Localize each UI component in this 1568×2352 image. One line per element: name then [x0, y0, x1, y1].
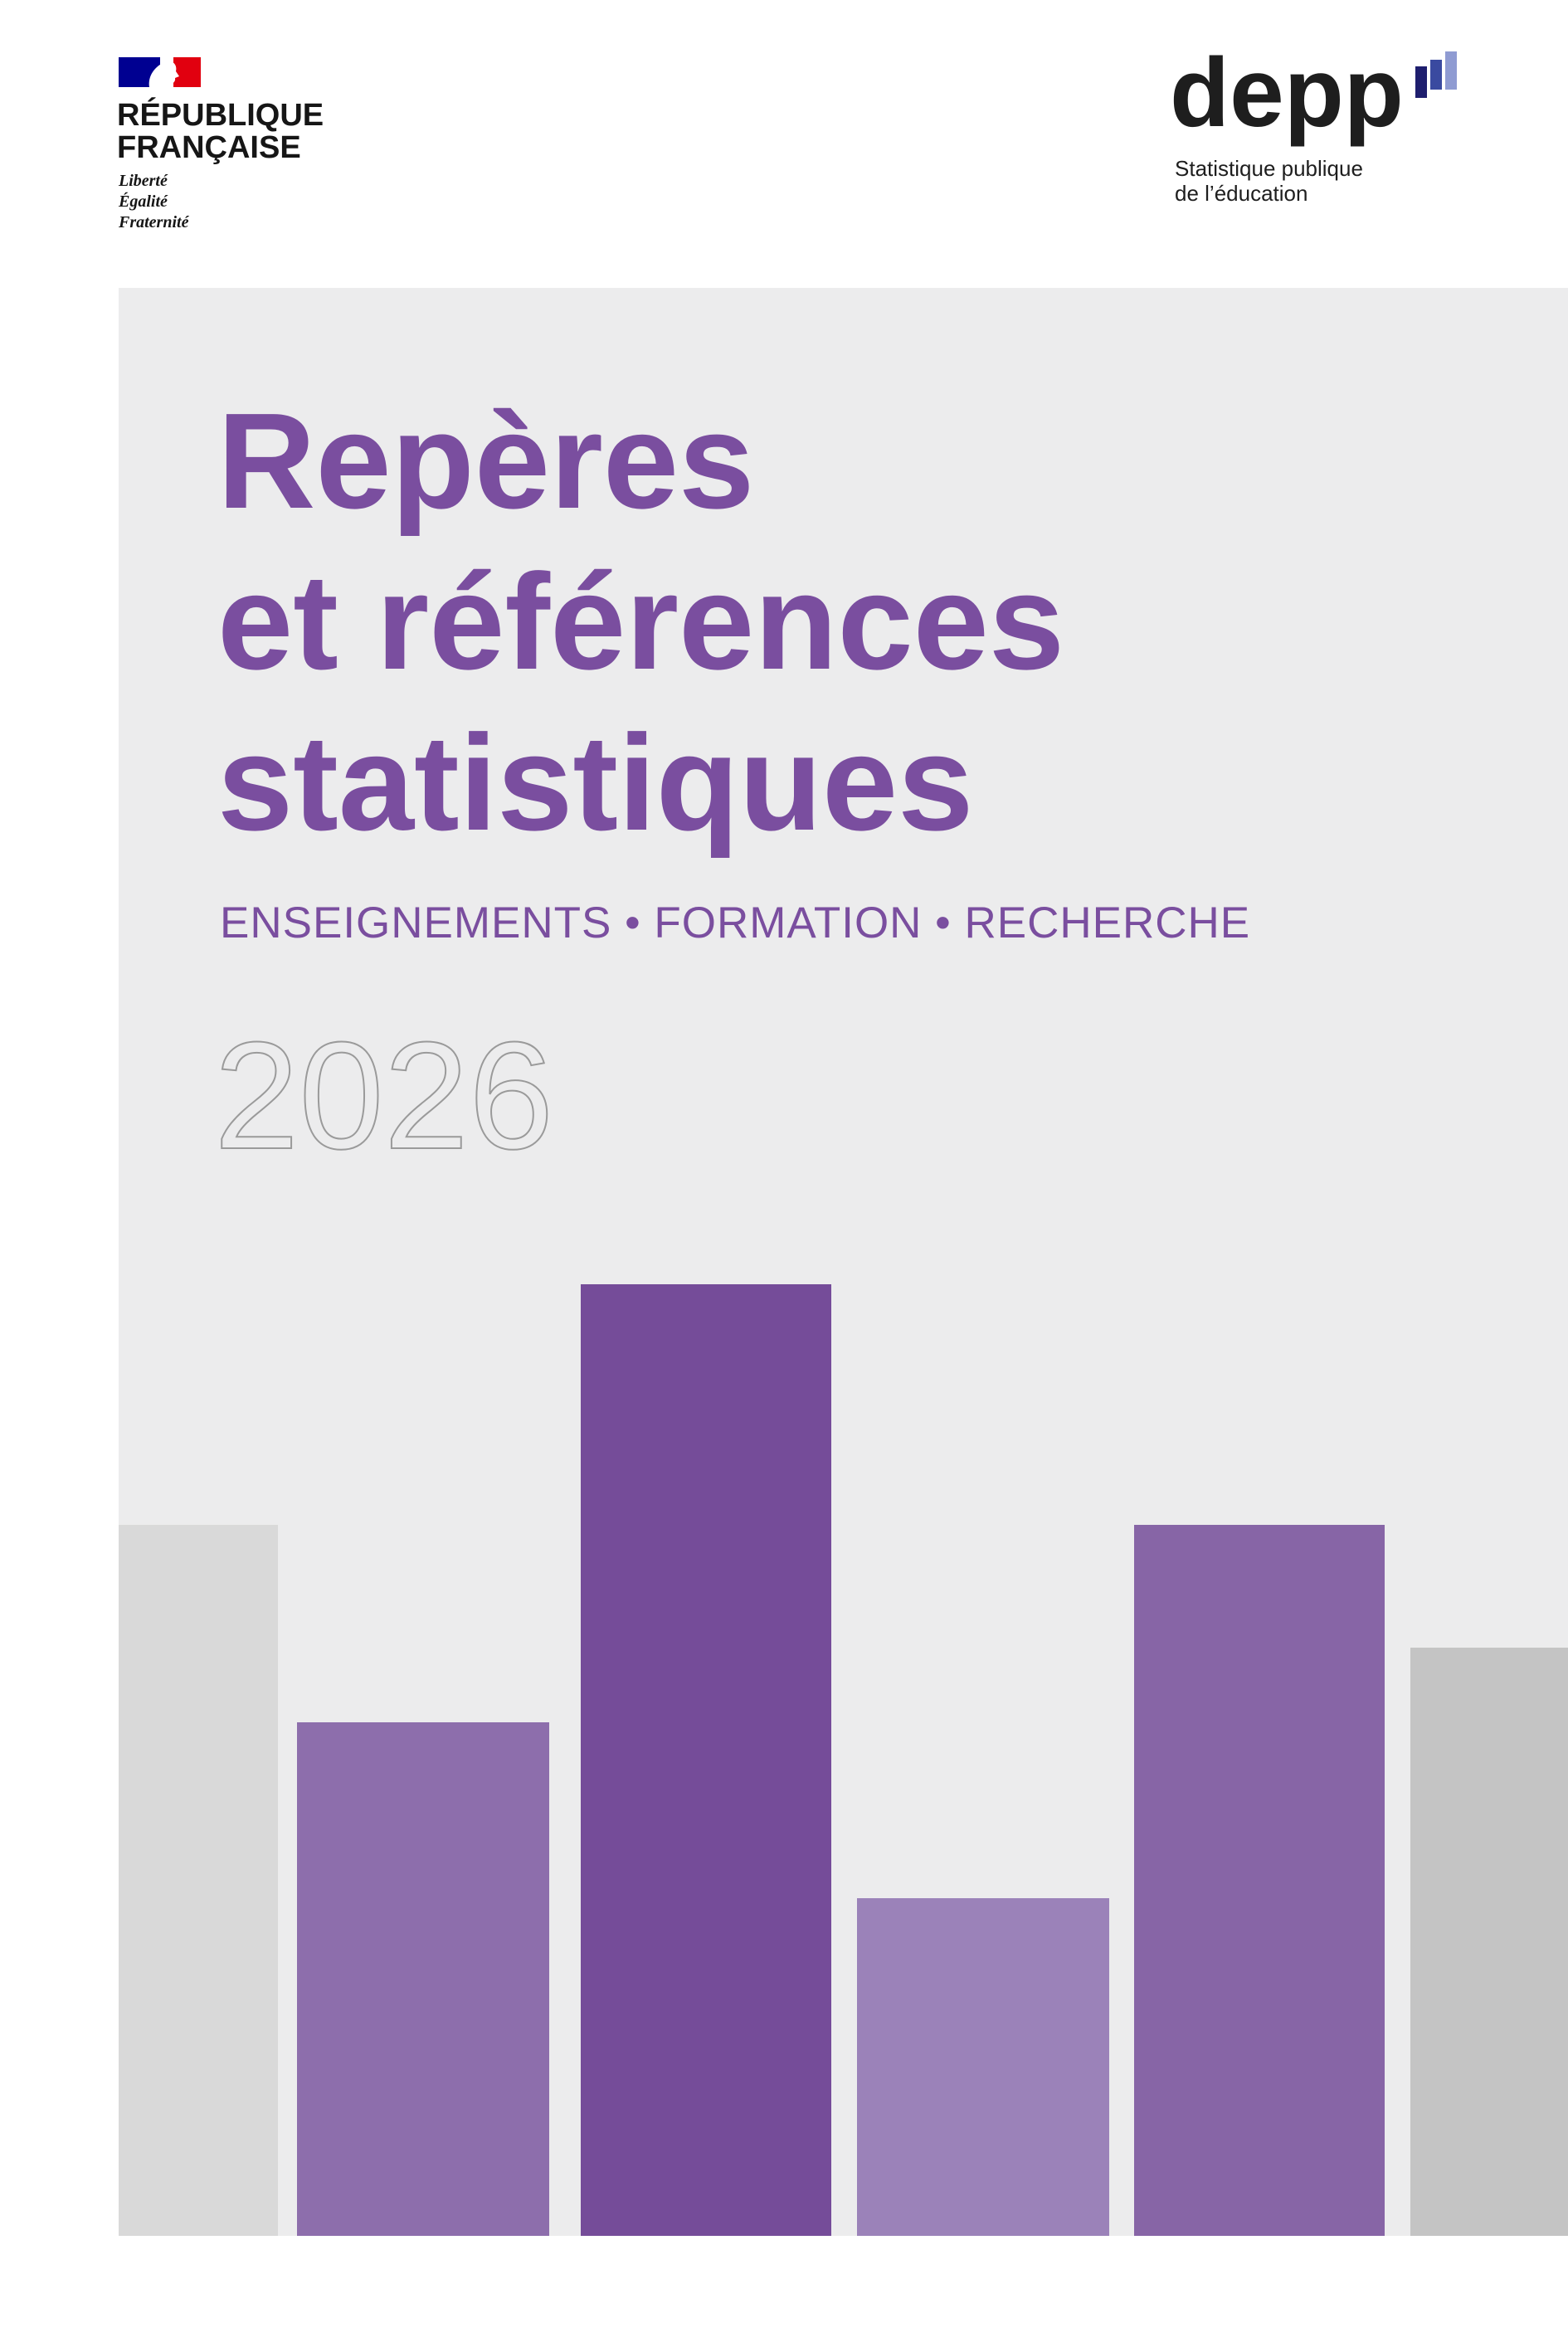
marianne-logo [119, 57, 201, 87]
motto: Égalité [118, 192, 168, 211]
logo-bar [1415, 66, 1427, 98]
motto: Fraternité [118, 213, 190, 231]
title-line: Repères [217, 385, 754, 537]
depp-tagline: Statistique publique [1175, 156, 1363, 181]
year: 2026 [214, 1010, 553, 1181]
decorative-bars [119, 1284, 1568, 2236]
title-line: et références [217, 546, 1064, 698]
depp-wordmark: depp [1170, 38, 1404, 148]
depp-bars [1415, 51, 1457, 98]
deco-bar [857, 1898, 1109, 2236]
deco-bar [581, 1284, 831, 2236]
marianne-profile [149, 61, 179, 87]
logo-bar [1430, 60, 1442, 90]
flag-red [173, 57, 201, 87]
deco-bar [1410, 1648, 1568, 2236]
deco-bar [119, 1525, 278, 2236]
deco-bar [1134, 1525, 1385, 2236]
motto: Liberté [118, 172, 168, 190]
logo-bar [1445, 51, 1457, 90]
subtitle: ENSEIGNEMENTS • FORMATION • RECHERCHE [220, 898, 1250, 947]
depp-tagline: de l’éducation [1175, 181, 1307, 206]
title-line: statistiques [217, 707, 973, 859]
deco-bar [297, 1722, 549, 2236]
republique-line: FRANÇAISE [117, 130, 301, 165]
republique-line: RÉPUBLIQUE [117, 96, 324, 133]
